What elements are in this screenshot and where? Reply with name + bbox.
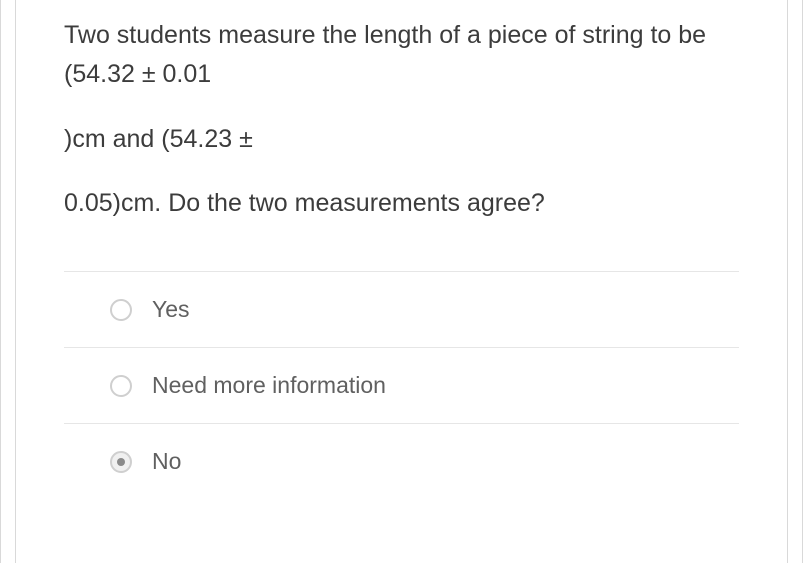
radio-need-more-information[interactable] xyxy=(110,375,132,397)
radio-no[interactable] xyxy=(110,451,132,473)
card-inner: Two students measure the length of a pie… xyxy=(15,0,788,563)
option-yes[interactable]: Yes xyxy=(64,271,739,347)
radio-yes[interactable] xyxy=(110,299,132,321)
question-text: Two students measure the length of a pie… xyxy=(64,16,739,223)
question-line: )cm and (54.23 ± xyxy=(64,120,739,159)
options-list: Yes Need more information No xyxy=(64,271,739,499)
option-label-yes: Yes xyxy=(152,296,190,323)
radio-dot-icon xyxy=(117,458,125,466)
option-need-more-information[interactable]: Need more information xyxy=(64,347,739,423)
option-label-no: No xyxy=(152,448,181,475)
question-line: 0.05)cm. Do the two measurements agree? xyxy=(64,184,739,223)
card-outer: Two students measure the length of a pie… xyxy=(0,0,803,563)
option-no[interactable]: No xyxy=(64,423,739,499)
option-label-need-more-information: Need more information xyxy=(152,372,386,399)
question-line: Two students measure the length of a pie… xyxy=(64,16,739,94)
